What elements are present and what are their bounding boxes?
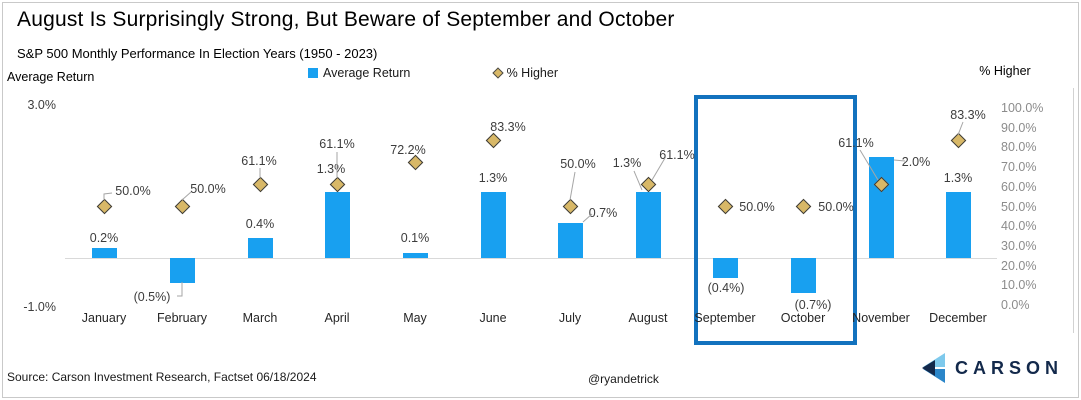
bar-november [868,157,894,258]
diamond-value-label: 61.1% [241,154,277,168]
legend-item-pct-higher: % Higher [491,66,558,80]
x-axis-label-july: July [558,311,582,325]
bar-value-label: 2.0% [901,155,931,169]
chart-subtitle: S&P 500 Monthly Performance In Election … [17,46,378,61]
bar-september [712,258,738,279]
diamond-february [174,198,190,215]
legend-label: % Higher [506,66,558,80]
x-axis-label-august: August [628,311,668,325]
right-axis-tick: 100.0% [1001,101,1044,115]
bar-swatch-icon [308,68,318,78]
diamond-value-label: 61.1% [838,136,874,150]
bar-may [402,252,428,258]
right-axis-title: % Higher [979,64,1031,78]
x-axis-label-october: October [780,311,826,325]
bar-value-label: (0.5%) [133,290,171,304]
left-axis-title: Average Return [7,70,95,84]
right-axis-tick: 0.0% [1001,298,1030,312]
bar-value-label: 0.2% [89,231,119,245]
right-axis-tick: 70.0% [1001,160,1037,175]
diamond-august [640,176,656,193]
zero-axis-line [65,258,997,259]
x-axis-label-march: March [242,311,278,325]
chart-legend: Average Return % Higher [308,66,558,80]
diamond-value-label: 83.3% [950,108,986,122]
bar-february [169,258,195,284]
bar-april [324,192,350,258]
x-axis-label-september: September [694,311,756,325]
bar-july [557,222,583,258]
diamond-value-label: 50.0% [818,200,854,214]
diamond-value-label: 72.2% [390,143,426,157]
bar-march [247,237,273,258]
carson-chevron-icon [921,353,945,383]
diamond-may [407,154,423,171]
diamond-april [329,176,345,193]
right-axis-tick: 50.0% [1001,199,1037,214]
diamond-value-label: 61.1% [659,148,695,162]
diamond-value-label: 50.0% [115,184,151,198]
x-axis-label-february: February [156,311,208,325]
bar-value-label: 1.3% [612,156,642,170]
bar-value-label: (0.7%) [794,298,832,312]
bar-january [91,247,117,258]
bar-june [480,192,506,258]
right-axis-tick: 80.0% [1001,140,1037,155]
right-axis-tick: 20.0% [1001,258,1037,273]
right-axis-tick: 10.0% [1001,278,1037,293]
september-october-highlight-box [694,95,857,345]
x-axis-label-december: December [929,311,987,325]
right-axis-tick: 60.0% [1001,179,1037,194]
source-note: Source: Carson Investment Research, Fact… [7,370,317,384]
x-axis-label-november: November [852,311,910,325]
left-axis-tick: 3.0% [27,98,57,112]
legend-item-average-return: Average Return [308,66,410,80]
diamond-value-label: 50.0% [560,157,596,171]
page-title: August Is Surprisingly Strong, But Bewar… [17,8,675,31]
diamond-december [950,133,966,149]
bar-value-label: 0.1% [400,231,430,245]
right-axis-tick: 40.0% [1001,219,1037,234]
x-axis-label-january: January [81,311,127,325]
diamond-value-label: 83.3% [490,120,526,134]
plot-right-border [1073,88,1074,333]
bar-value-label: 1.3% [943,171,973,185]
diamond-june [485,133,501,149]
legend-label: Average Return [323,66,411,80]
carson-wordmark: CARSON [954,357,1063,378]
bar-value-label: 0.7% [588,206,618,220]
diamond-july [562,198,578,215]
twitter-handle: @ryandetrick [588,372,659,386]
carson-logo: CARSON [920,352,1063,384]
diamond-january [96,198,112,215]
diamond-value-label: 50.0% [739,200,775,214]
diamond-value-label: 50.0% [190,182,226,196]
diamond-value-label: 61.1% [319,137,355,151]
bar-value-label: 1.3% [316,162,346,176]
x-axis-label-june: June [479,311,507,325]
bar-october [790,258,816,294]
bar-value-label: 1.3% [478,171,508,185]
bar-august [635,192,661,258]
bar-value-label: (0.4%) [707,281,745,295]
x-axis-label-may: May [403,311,427,325]
x-axis-label-april: April [324,311,350,325]
bar-december [945,192,971,258]
bar-value-label: 0.4% [245,217,275,231]
right-axis-tick: 90.0% [1001,120,1037,135]
diamond-march [252,176,268,193]
right-axis-tick: 30.0% [1001,238,1037,253]
left-axis-tick: -1.0% [23,300,56,314]
